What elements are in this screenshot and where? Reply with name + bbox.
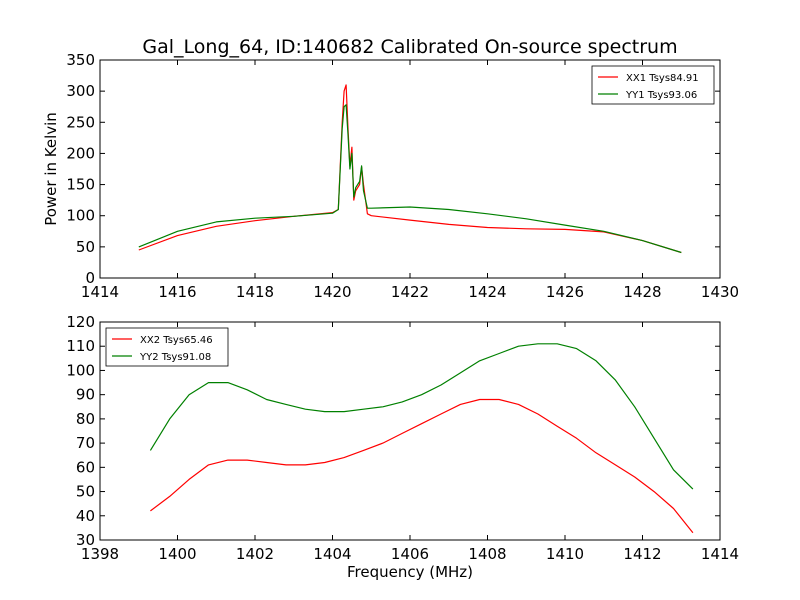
x-tick-label: 1400 (158, 545, 196, 563)
x-tick-label: 1402 (236, 545, 274, 563)
x-tick-label: 1430 (701, 283, 739, 301)
x-tick-label: 1412 (623, 545, 661, 563)
legend-label: XX2 Tsys65.46 (140, 335, 213, 346)
y-tick-label: 120 (66, 313, 95, 331)
x-tick-label: 1406 (391, 545, 429, 563)
y-tick-label: 60 (76, 458, 95, 476)
y-tick-label: 350 (66, 51, 95, 69)
x-tick-label: 1420 (313, 283, 351, 301)
y-tick-label: 150 (66, 176, 95, 194)
x-tick-label: 1410 (546, 545, 584, 563)
y-tick-label: 110 (66, 337, 95, 355)
series-line-1 (138, 84, 682, 254)
legend-label: XX1 Tsys84.91 (626, 73, 699, 84)
x-tick-label: 1428 (623, 283, 661, 301)
x-tick-label: 1424 (468, 283, 506, 301)
top-panel: 1414 1416 1418 1420 1422 1424 1426 1428 1430 0 50 1… (42, 51, 739, 301)
x-tick-label: 1416 (158, 283, 196, 301)
y-tick-label: 50 (76, 238, 95, 256)
x-axis-label: Frequency (MHz) (347, 563, 473, 581)
x-tick-label: 1414 (81, 283, 119, 301)
y-tick-label: 40 (76, 507, 95, 525)
y-tick-label: 300 (66, 82, 95, 100)
legend-label: YY1 Tsys93.06 (625, 90, 697, 101)
y-tick-label: 80 (76, 410, 95, 428)
y-tick-label: 30 (76, 531, 95, 549)
series-line-2 (138, 104, 682, 254)
y-tick-label: 100 (66, 361, 95, 379)
x-tick-label: 1414 (701, 545, 739, 563)
y-tick-label: 0 (85, 269, 95, 287)
x-tick-label: 1404 (313, 545, 351, 563)
y-tick-label: 250 (66, 113, 95, 131)
y-tick-label: 50 (76, 483, 95, 501)
legend-label: YY2 Tsys91.08 (139, 352, 211, 363)
y-tick-label: 90 (76, 386, 95, 404)
legend-box (591, 65, 715, 105)
bottom-panel: 1398 1400 1402 1404 1406 1408 1410 1412 1414 30 40… (66, 313, 739, 581)
x-tick-label: 1418 (236, 283, 274, 301)
y-tick-label: 200 (66, 144, 95, 162)
x-tick-label: 1398 (81, 545, 119, 563)
y-axis-label: Power in Kelvin (42, 112, 60, 226)
series-line-2 (149, 343, 694, 490)
series-line-1 (150, 398, 694, 534)
chart-title: Gal_Long_64, ID:140682 Calibrated On-sou… (142, 36, 677, 58)
y-tick-label: 70 (76, 434, 95, 452)
x-tick-label: 1422 (391, 283, 429, 301)
y-tick-label: 100 (66, 207, 95, 225)
legend-box (105, 327, 229, 367)
x-tick-label: 1426 (546, 283, 584, 301)
x-tick-label: 1408 (468, 545, 506, 563)
